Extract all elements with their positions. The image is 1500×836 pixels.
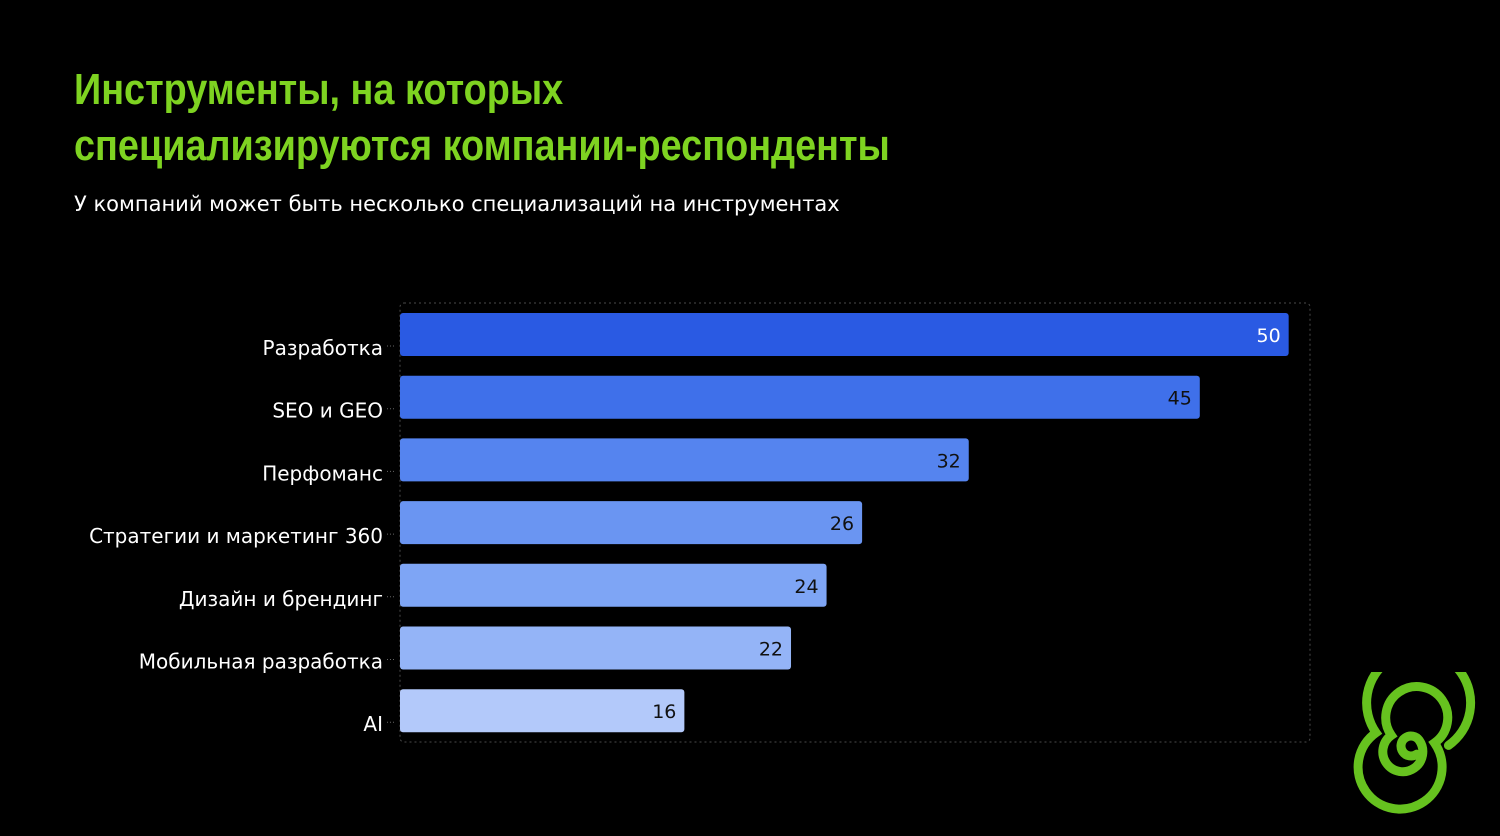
category-label: AI (363, 712, 383, 736)
bar-value-label: 50 (1256, 325, 1280, 347)
page-title: Инструменты, на которых специализируются… (74, 62, 890, 174)
bar-value-label: 45 (1168, 388, 1192, 410)
title-line-2: специализируются компании-респонденты (74, 121, 890, 170)
bar-2 (400, 375, 1200, 419)
bar-value-label: 24 (794, 576, 818, 598)
bar-3 (400, 438, 969, 482)
bar-value-label: 22 (759, 639, 783, 661)
bar-4 (400, 501, 863, 545)
bar-value-label: 16 (652, 701, 676, 723)
page-subtitle: У компаний может быть несколько специали… (74, 192, 840, 216)
bar-7 (400, 689, 685, 733)
bar-6 (400, 626, 792, 670)
category-label: Мобильная разработка (139, 650, 383, 674)
plot-area-frame (399, 302, 1311, 743)
category-label: Перфоманс (262, 461, 383, 485)
category-label: Разработка (263, 336, 383, 360)
spiral-logo-icon (1353, 672, 1476, 814)
category-label: SEO и GEO (272, 399, 383, 423)
bar-value-label: 32 (937, 450, 961, 472)
bar-1 (400, 313, 1289, 356)
title-line-1: Инструменты, на которых (74, 65, 564, 114)
bar-value-label: 26 (830, 513, 854, 535)
bars-layer: 50 Разработка 45 SEO и GEO 32 Перфоманс 26 Стра… (89, 313, 1289, 736)
bar-5 (400, 563, 827, 607)
category-label: Дизайн и брендинг (179, 587, 383, 611)
category-label: Стратегии и маркетинг 360 (89, 524, 383, 548)
